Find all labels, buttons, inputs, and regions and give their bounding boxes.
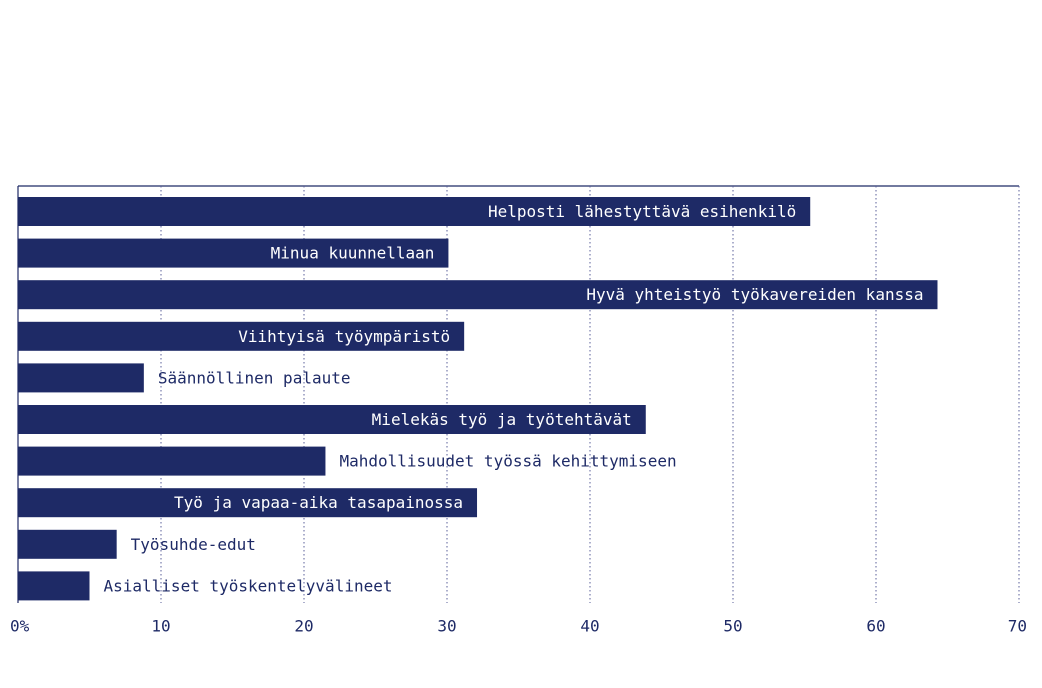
bar	[18, 405, 646, 434]
x-tick-label: 10	[151, 617, 170, 636]
bar-label: Mahdollisuudet työssä kehittymiseen	[339, 452, 676, 471]
bar	[18, 321, 465, 351]
bar	[18, 488, 478, 518]
x-tick-label: 70	[1008, 617, 1027, 636]
x-tick-label: 20	[294, 617, 313, 636]
bar	[18, 571, 90, 601]
bar	[18, 280, 938, 310]
x-tick-label: 0%	[10, 617, 30, 636]
bar-label: Työsuhde-edut	[131, 535, 256, 554]
bar	[18, 446, 326, 476]
bar-label: Asialliset työskentelyvälineet	[104, 576, 393, 595]
bar-label: Hyvä yhteistyö työkavereiden kanssa	[586, 285, 923, 304]
bar-label: Helposti lähestyttävä esihenkilö	[488, 202, 796, 221]
x-tick-label: 50	[723, 617, 742, 636]
x-tick-label: 40	[580, 617, 599, 636]
x-axis-ticks: 0% 10 20 30 40 50 60 70	[10, 617, 1027, 636]
bar	[18, 363, 144, 393]
bar	[18, 197, 811, 226]
x-tick-label: 60	[866, 617, 885, 636]
bar-label: Viihtyisä työympäristö	[238, 327, 450, 346]
bar-label: Työ ja vapaa-aika tasapainossa	[174, 493, 463, 512]
bar	[18, 238, 449, 268]
bar	[18, 529, 117, 559]
bars	[18, 197, 938, 601]
bar-label: Säännöllinen palaute	[158, 368, 351, 387]
bar-label: Mielekäs työ ja työtehtävät	[372, 410, 632, 429]
x-tick-label: 30	[437, 617, 456, 636]
bar-label: Minua kuunnellaan	[271, 244, 435, 263]
bar-labels: Helposti lähestyttävä esihenkilö Minua ku…	[104, 202, 924, 595]
